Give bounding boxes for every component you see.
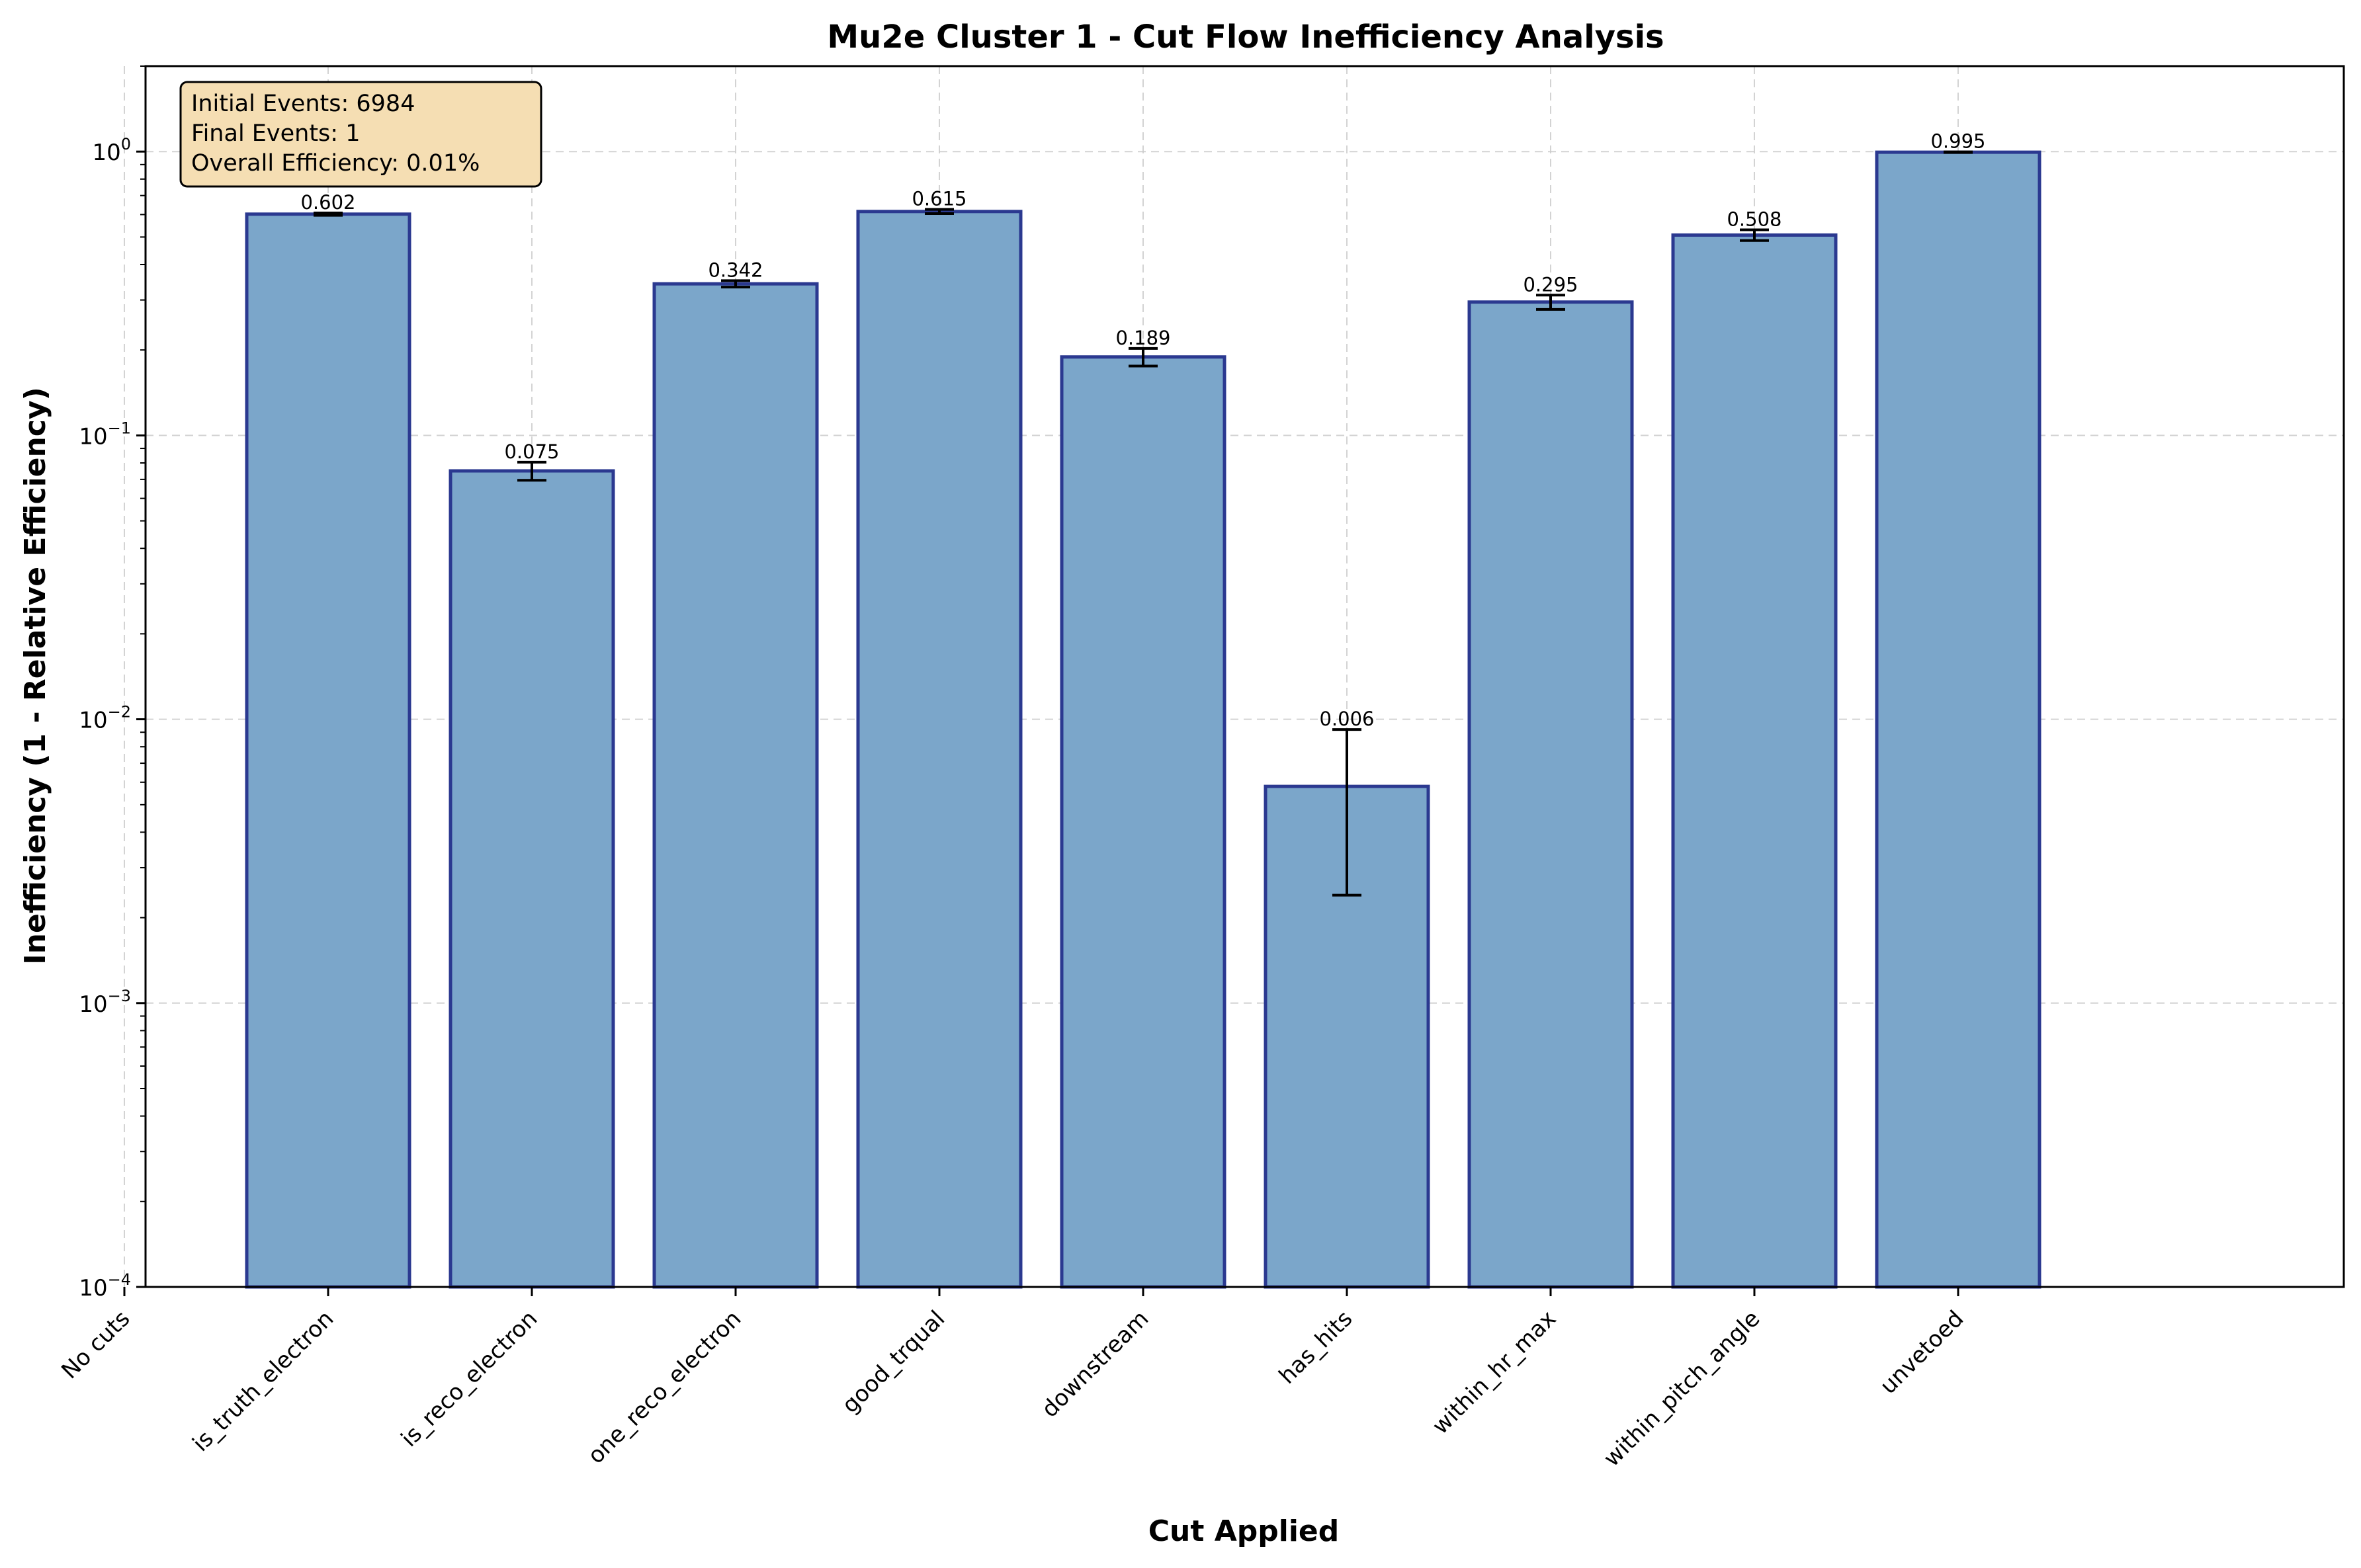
x-tick-label: within_pitch_angle [1599,1305,1766,1472]
data-label: 0.189 [1115,327,1170,349]
stats-initial-events: Initial Events: 6984 [191,91,415,117]
x-tick-label: No cuts [56,1305,135,1384]
y-tick-label: 100 [92,135,131,166]
stats-annotation: Initial Events: 6984 Final Events: 1 Ove… [179,81,542,188]
stats-final-events: Final Events: 1 [191,120,360,147]
bar [245,212,411,1289]
bar [449,469,615,1289]
plot-frame [144,65,2345,1288]
x-tick-label: unvetoed [1875,1305,1969,1399]
data-label: 0.006 [1319,708,1374,730]
bars: 0.602 0.075 0.342 0.615 0.189 0.006 0.295 0.508… [245,130,2041,1289]
y-tick-label: 10−3 [79,987,131,1018]
y-axis-label: Inefficiency (1 - Relative Efficiency) [19,387,52,964]
x-tick-label: one_reco_electron [583,1305,746,1469]
y-tick-label-exponent: −3 [108,987,131,1005]
y-tick-label-exponent: 0 [121,135,131,153]
stats-annotation-box [179,81,542,188]
x-tick-label: good_trqual [837,1305,950,1419]
x-axis-label: Cut Applied [1148,1514,1340,1548]
data-label: 0.295 [1523,273,1578,296]
chart-title: Mu2e Cluster 1 - Cut Flow Inefficiency A… [827,19,1664,56]
data-label: 0.615 [912,188,966,210]
x-tick-label: is_truth_electron [187,1305,339,1457]
y-tick-label: 10−4 [79,1270,131,1301]
data-label: 0.508 [1727,208,1781,231]
y-tick-label: 10−2 [79,703,131,734]
data-label: 0.342 [708,259,763,281]
data-label: 0.075 [504,440,559,463]
data-label: 0.602 [300,191,355,214]
y-tick-label-base: 10 [79,708,107,734]
y-tick-label-exponent: −4 [108,1270,131,1289]
data-label: 0.995 [1930,130,1985,153]
bar [1060,355,1226,1289]
y-tick-label-base: 10 [79,991,107,1018]
x-tick-label: has_hits [1274,1305,1358,1389]
x-tick-label: downstream [1037,1305,1154,1423]
bar [856,210,1023,1289]
bar [1671,233,1838,1289]
bar [1875,150,2041,1289]
stats-overall-efficiency: Overall Efficiency: 0.01% [191,150,480,177]
bar [652,282,819,1289]
bar [1467,300,1634,1289]
y-tick-label-base: 10 [79,423,107,450]
x-tick-label: within_hr_max [1428,1305,1562,1440]
y-tick-label-exponent: −1 [108,419,131,437]
x-tick-label: is_reco_electron [396,1305,543,1452]
y-tick-label-base: 10 [92,140,120,166]
y-tick-label: 10−1 [79,419,131,450]
y-tick-label-base: 10 [79,1275,107,1301]
y-tick-label-exponent: −2 [108,703,131,722]
